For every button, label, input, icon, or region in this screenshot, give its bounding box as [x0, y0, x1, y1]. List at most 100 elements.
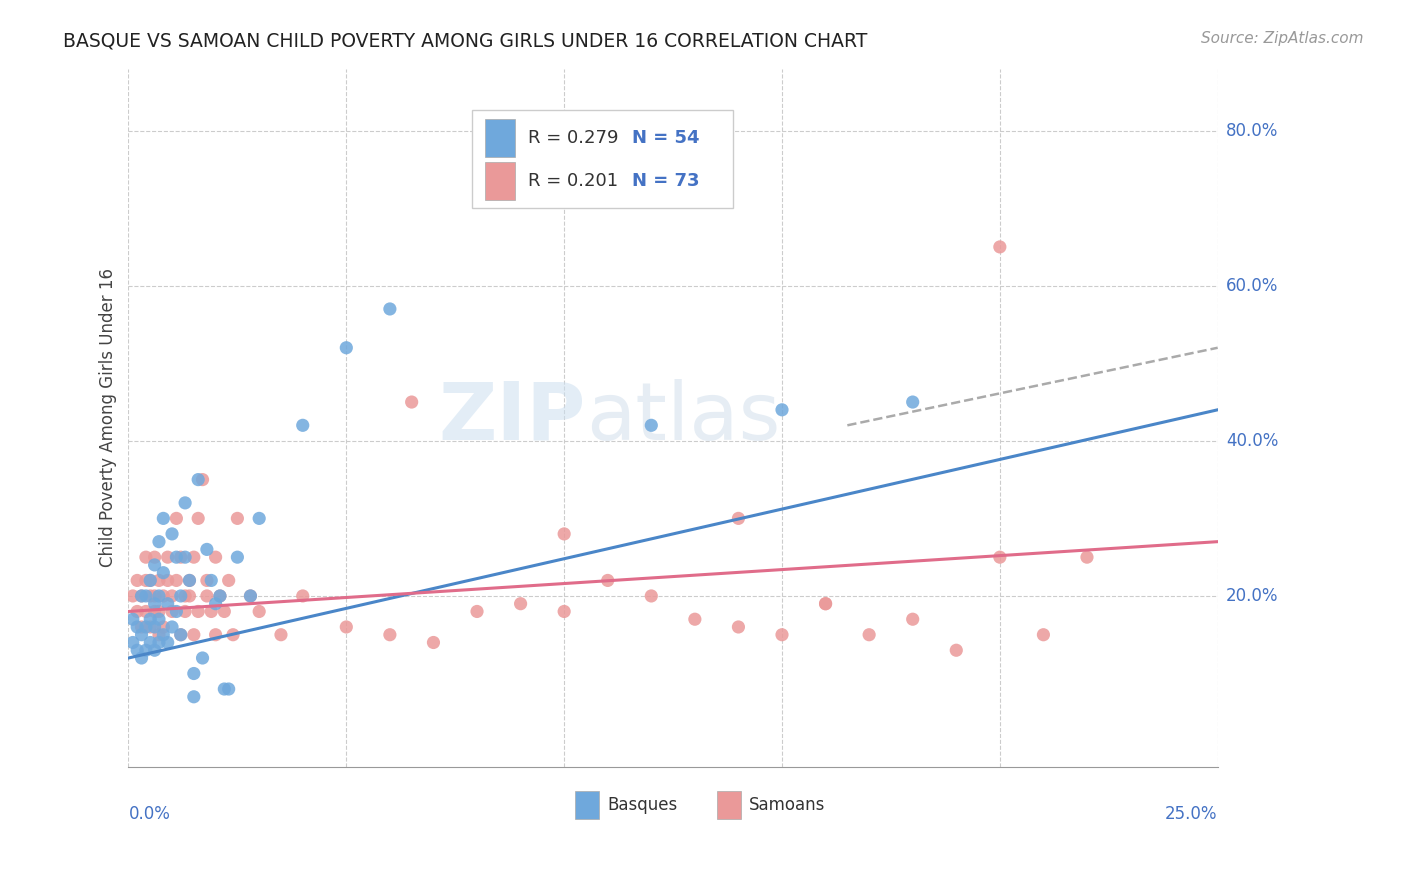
Point	[335, 341, 357, 355]
Point	[770, 402, 793, 417]
Point	[143, 597, 166, 611]
Point	[270, 628, 292, 642]
Point	[179, 574, 201, 588]
Bar	[717, 791, 741, 819]
Point	[195, 589, 218, 603]
Point	[156, 597, 179, 611]
Point	[179, 574, 201, 588]
Point	[170, 550, 193, 565]
Point	[200, 604, 222, 618]
Point	[204, 597, 226, 611]
Point	[553, 527, 575, 541]
Point	[1076, 550, 1098, 565]
Point	[160, 604, 183, 618]
Point	[814, 597, 837, 611]
Point	[214, 604, 236, 618]
Point	[1032, 628, 1054, 642]
Point	[174, 496, 197, 510]
Point	[208, 589, 231, 603]
Point	[814, 597, 837, 611]
Point	[183, 550, 205, 565]
Point	[148, 574, 170, 588]
Point	[226, 511, 249, 525]
Point	[509, 597, 531, 611]
Point	[170, 628, 193, 642]
Point	[183, 690, 205, 704]
Point	[291, 418, 314, 433]
Point	[121, 635, 143, 649]
Point	[127, 643, 149, 657]
Text: 0.0%: 0.0%	[128, 805, 170, 823]
Point	[131, 651, 153, 665]
Point	[131, 589, 153, 603]
Point	[148, 589, 170, 603]
Text: Source: ZipAtlas.com: Source: ZipAtlas.com	[1201, 31, 1364, 46]
Point	[170, 589, 193, 603]
Point	[139, 574, 162, 588]
Point	[291, 589, 314, 603]
Text: N = 54: N = 54	[631, 128, 699, 147]
Point	[174, 604, 197, 618]
Point	[127, 620, 149, 634]
Point	[204, 628, 226, 642]
Point	[945, 643, 967, 657]
Point	[156, 550, 179, 565]
Point	[139, 620, 162, 634]
Text: 25.0%: 25.0%	[1166, 805, 1218, 823]
Point	[218, 574, 240, 588]
Point	[143, 550, 166, 565]
Point	[183, 666, 205, 681]
Point	[135, 550, 157, 565]
Point	[143, 604, 166, 618]
Point	[200, 574, 222, 588]
Point	[121, 612, 143, 626]
Point	[165, 550, 187, 565]
Point	[131, 589, 153, 603]
Point	[143, 558, 166, 572]
Text: N = 73: N = 73	[631, 172, 699, 190]
Point	[127, 574, 149, 588]
Text: Basques: Basques	[607, 796, 678, 814]
Point	[152, 620, 174, 634]
Point	[165, 511, 187, 525]
Y-axis label: Child Poverty Among Girls Under 16: Child Poverty Among Girls Under 16	[100, 268, 117, 567]
Point	[165, 604, 187, 618]
Text: R = 0.201: R = 0.201	[529, 172, 636, 190]
Point	[156, 574, 179, 588]
Point	[179, 589, 201, 603]
Point	[174, 589, 197, 603]
Bar	[485, 161, 515, 200]
Point	[127, 604, 149, 618]
Point	[156, 635, 179, 649]
Point	[465, 604, 488, 618]
Point	[152, 589, 174, 603]
Point	[727, 511, 749, 525]
Point	[152, 628, 174, 642]
Point	[131, 628, 153, 642]
Point	[131, 620, 153, 634]
Point	[187, 473, 209, 487]
Bar	[471, 111, 733, 208]
Point	[195, 542, 218, 557]
Point	[121, 589, 143, 603]
Point	[170, 628, 193, 642]
Point	[226, 550, 249, 565]
Point	[139, 635, 162, 649]
Point	[160, 620, 183, 634]
Point	[683, 612, 706, 626]
Point	[135, 574, 157, 588]
Point	[148, 628, 170, 642]
Point	[152, 511, 174, 525]
Point	[988, 550, 1011, 565]
Bar	[575, 791, 599, 819]
Point	[148, 635, 170, 649]
Point	[135, 589, 157, 603]
Point	[143, 620, 166, 634]
Point	[988, 240, 1011, 254]
Text: R = 0.279: R = 0.279	[529, 128, 636, 147]
Point	[143, 643, 166, 657]
Point	[165, 574, 187, 588]
Point	[183, 628, 205, 642]
Point	[139, 574, 162, 588]
Point	[239, 589, 262, 603]
